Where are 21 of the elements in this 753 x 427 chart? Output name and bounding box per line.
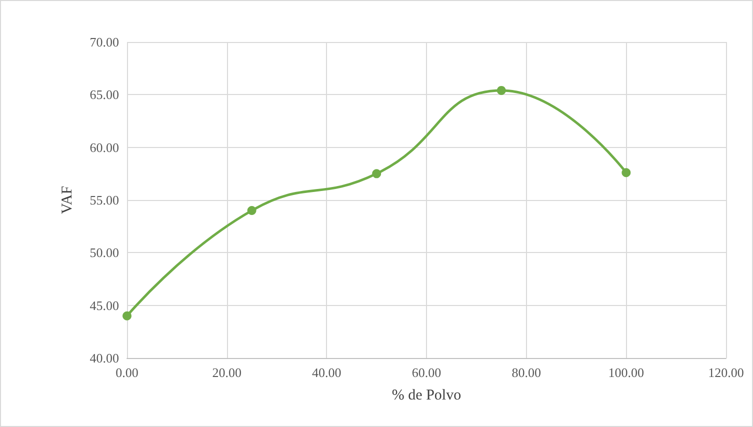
x-tick-label: 100.00: [608, 365, 644, 380]
y-tick-label: 60.00: [90, 140, 119, 155]
x-tick-label: 60.00: [412, 365, 442, 380]
point: [122, 311, 132, 320]
point: [372, 169, 382, 178]
point: [622, 168, 631, 178]
y-tick-label: 40.00: [90, 350, 119, 366]
y-tick-label: 45.00: [90, 298, 119, 313]
x-tick-label: 20.00: [212, 365, 242, 380]
y-axis-title: VAF: [60, 186, 76, 214]
y-tick-label: 70.00: [90, 34, 119, 50]
point: [247, 206, 256, 216]
point: [496, 86, 506, 95]
x-axis-title: % de Polvo: [392, 388, 462, 404]
x-tick-label: 120.00: [708, 365, 744, 380]
x-tick-label: 40.00: [312, 365, 342, 380]
y-tick-label: 55.00: [90, 192, 119, 208]
y-tick-label: 50.00: [90, 245, 119, 260]
x-tick-label: 0.00: [116, 365, 138, 380]
x-tick-label: 80.00: [512, 365, 541, 380]
y-tick-label: 65.00: [90, 87, 119, 102]
